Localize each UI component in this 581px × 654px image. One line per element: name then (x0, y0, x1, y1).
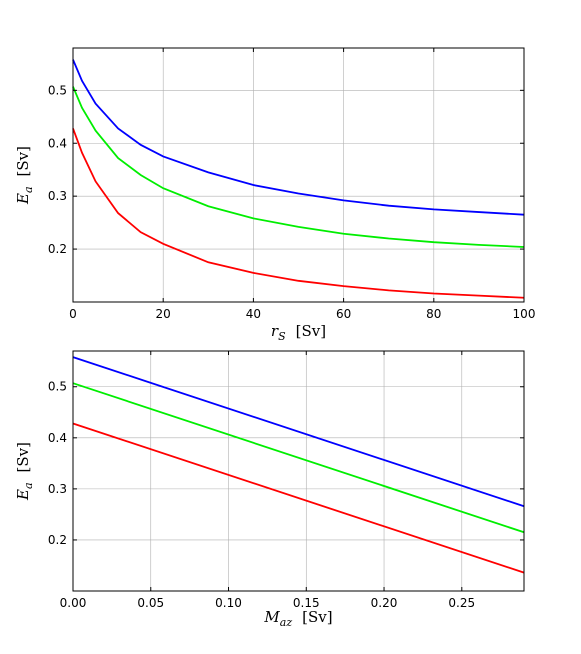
panel-1-y-axis-label: Ea[Sv] (14, 146, 35, 205)
panel-1-series-line-1 (72, 59, 525, 216)
panel-2-x-axis-label: Maz [Sv] (263, 608, 332, 629)
panel-1-axes-frame (72, 47, 525, 303)
panel-1-series-line-2 (72, 86, 525, 248)
panel-2-axes-frame (72, 350, 525, 592)
panel-1-plot: 0 20 40 60 80 100 0.2 0.3 0.4 0.5 rS [Sv] Ea[Sv] (14, 47, 536, 343)
panel-2-y-tick-label: 0.3 (48, 482, 67, 496)
panel-2-x-tick-label: 0.10 (215, 596, 242, 610)
panel-1-x-tick-label: 60 (336, 307, 351, 321)
panel-1-x-tick-label: 100 (513, 307, 536, 321)
panel-2-series-line-2 (72, 382, 525, 534)
panel-1-y-tick-label: 0.4 (48, 136, 67, 150)
panel-2-series-line-3 (72, 422, 525, 574)
panel-1-x-axis-label: rS [Sv] (271, 322, 326, 343)
panel-2-x-tick-label: 0.25 (448, 596, 475, 610)
panel-2-x-tick-label: 0.20 (371, 596, 398, 610)
panel-2-y-tick-label: 0.4 (48, 431, 67, 445)
panel-1-x-tick-label: 0 (69, 307, 77, 321)
panel-2-series-line-1 (72, 356, 525, 508)
panel-1-x-tick-label: 40 (246, 307, 261, 321)
panel-1-x-tick-label: 80 (426, 307, 441, 321)
panel-2-y-tick-label: 0.2 (48, 533, 67, 547)
panel-1-y-tick-label: 0.3 (48, 189, 67, 203)
panel-2-x-tick-label: 0.05 (137, 596, 164, 610)
panel-2-y-tick-label: 0.5 (48, 380, 67, 394)
panel-2-y-axis-label: Ea[Sv] (14, 442, 35, 501)
panel-2-x-tick-label: 0.00 (60, 596, 87, 610)
panel-2-plot: 0.00 0.05 0.10 0.15 0.20 0.25 0.2 0.3 0.4 0.5 Maz[… (14, 350, 525, 629)
panel-1-series-line-3 (72, 128, 525, 299)
panel-1-y-tick-label: 0.5 (48, 83, 67, 97)
panel-2-plot-area (73, 351, 524, 591)
panel-2-x-tick-label: 0.15 (293, 596, 320, 610)
panel-1-y-tick-label: 0.2 (48, 242, 67, 256)
panel-1-x-tick-label: 20 (156, 307, 171, 321)
